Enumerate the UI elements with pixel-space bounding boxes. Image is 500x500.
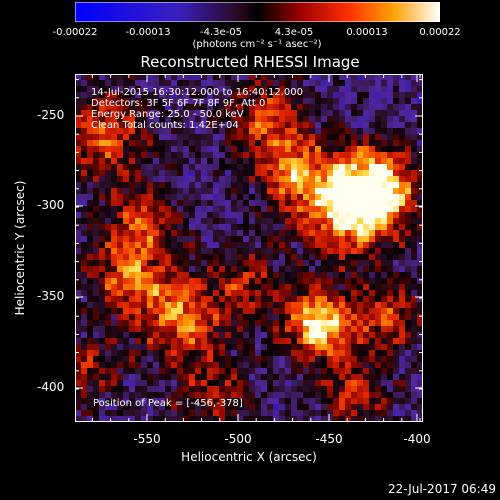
colorbar-tick-label: -0.00022 (52, 27, 98, 38)
y-tick-label: -350 (37, 289, 65, 303)
timestamp: 22-Jul-2017 06:49 (387, 482, 496, 496)
y-axis-label: Heliocentric Y (arcsec) (13, 180, 27, 316)
colorbar-tick-label: 0.00013 (346, 27, 388, 38)
time-range-label: 14-Jul-2015 16:30:12.000 to 16:40:12.000 (91, 87, 303, 98)
colorbar-units: (photons cm⁻² s⁻¹ asec⁻²) (192, 39, 322, 50)
colorbar-tick-label: 4.3e-05 (274, 27, 314, 38)
colorbar (75, 2, 440, 22)
clean-counts-label: Clean Total counts: 1.42E+04 (91, 120, 239, 131)
x-axis-label: Heliocentric X (arcsec) (181, 450, 317, 464)
colorbar-gradient (75, 2, 440, 22)
rhessi-image (75, 74, 423, 422)
y-tick-label: -400 (37, 380, 65, 394)
energy-range-label: Energy Range: 25.0 - 50.0 keV (91, 109, 244, 120)
colorbar-tick-label: 0.00022 (419, 27, 461, 38)
x-tick-label: -400 (403, 432, 431, 446)
y-tick-label: -250 (37, 108, 65, 122)
plot-frame (75, 74, 423, 422)
x-tick-label: -550 (133, 432, 161, 446)
detectors-label: Detectors: 3F 5F 6F 7F 8F 9F, Att 0 (91, 98, 266, 109)
peak-position-label: Position of Peak = [-456,-378] (93, 398, 243, 409)
image-plot: 14-Jul-2015 16:30:12.000 to 16:40:12.000… (75, 74, 423, 422)
y-tick-label: -300 (37, 198, 65, 212)
colorbar-tick-label: -4.3e-05 (200, 27, 242, 38)
x-tick-label: -450 (315, 432, 343, 446)
colorbar-tick-label: -0.00013 (125, 27, 171, 38)
plot-title: Reconstructed RHESSI Image (140, 53, 360, 71)
x-tick-label: -500 (224, 432, 252, 446)
